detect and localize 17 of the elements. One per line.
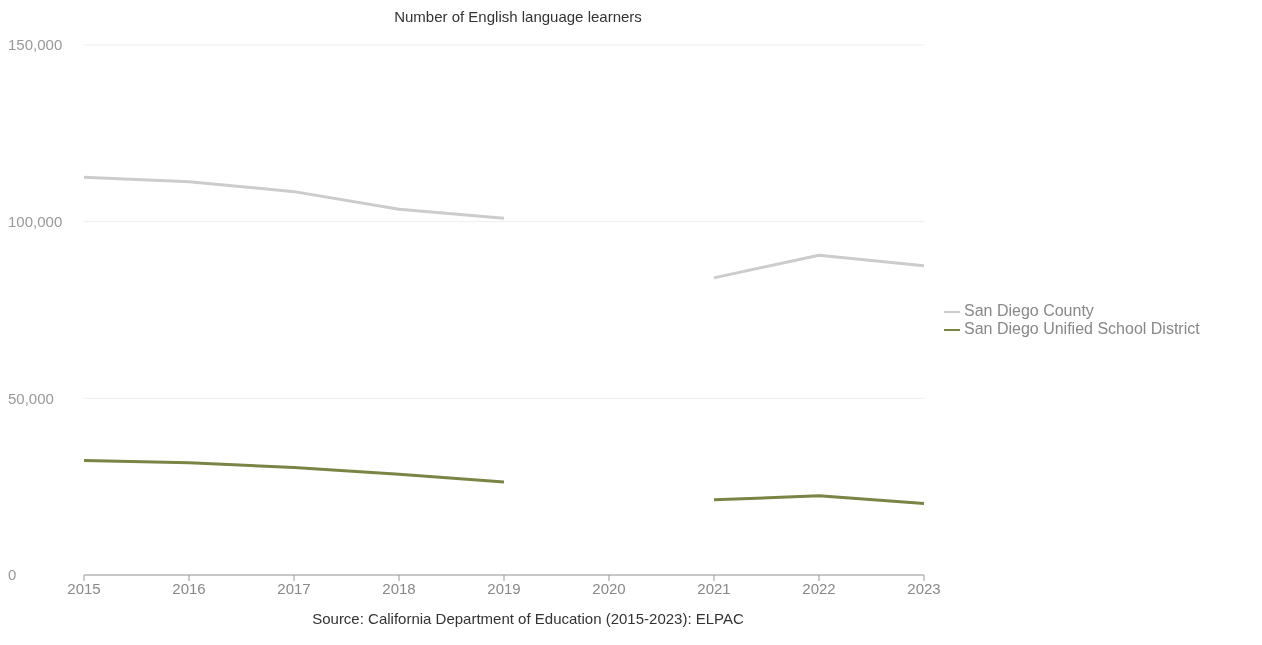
x-tick-label: 2016 <box>172 579 206 597</box>
x-tick-label: 2019 <box>487 579 521 597</box>
y-tick-label: 50,000 <box>8 389 54 407</box>
x-tick-label: 2022 <box>802 579 836 597</box>
x-tick-label: 2017 <box>277 579 311 597</box>
y-tick-label: 150,000 <box>8 36 63 54</box>
x-tick-label: 2020 <box>592 579 626 597</box>
chart-title: Number of English language learners <box>393 8 643 27</box>
x-tick-label: 2018 <box>382 579 416 597</box>
y-tick-label: 0 <box>8 566 17 584</box>
source-note: Source: California Department of Education (2015-2023): ELPAC <box>311 610 745 627</box>
x-tick-label: 2021 <box>697 579 731 597</box>
y-tick-label: 100,000 <box>8 212 63 230</box>
legend-label: San Diego County <box>964 302 1094 319</box>
x-tick-label: 2023 <box>907 579 941 597</box>
legend-label: San Diego Unified School District <box>964 320 1200 337</box>
x-tick-label: 2015 <box>67 579 101 597</box>
